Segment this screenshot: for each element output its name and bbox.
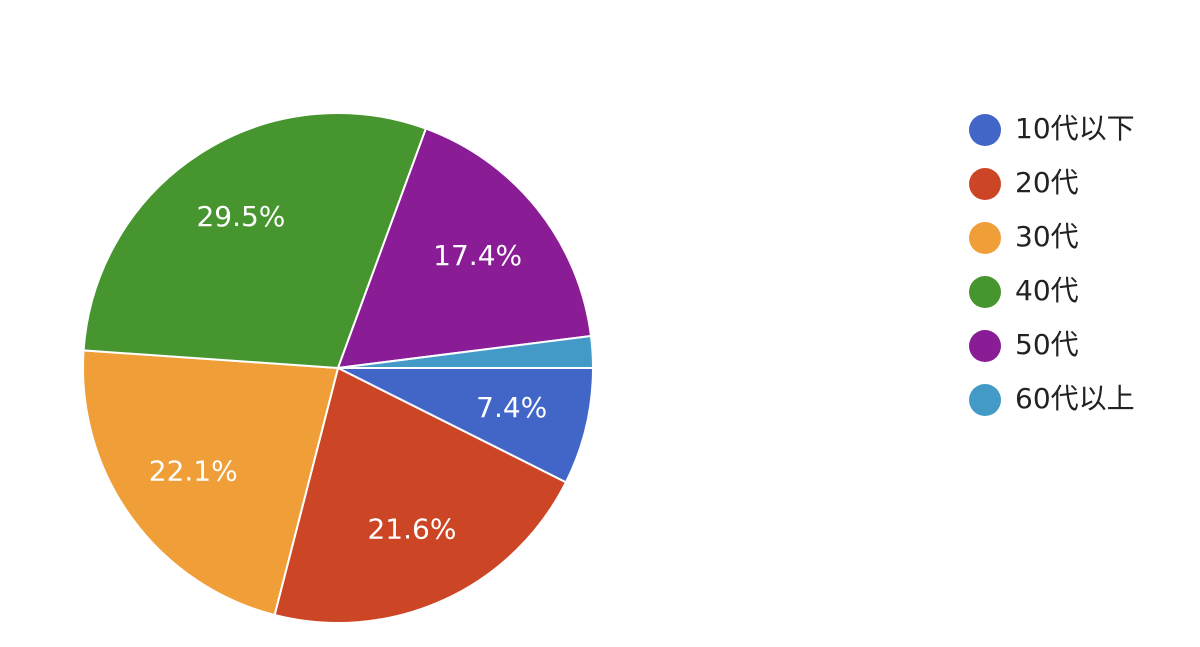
legend-label: 40代 [1015,274,1079,307]
pie-slice [82,349,340,617]
slice-label: 29.5% [196,200,285,233]
pie-slice [273,366,568,625]
legend-swatch [969,168,1001,200]
legend-swatch [969,330,1001,362]
legend-label: 30代 [1015,220,1079,253]
legend-swatch [969,114,1001,146]
slice-label: 21.6% [367,512,456,545]
legend-swatch [969,222,1001,254]
slice-label: 22.1% [149,454,238,487]
pie-slice [336,127,593,370]
legend-label: 60代以上 [1015,382,1135,415]
slice-label: 17.4% [433,239,522,272]
legend-swatch [969,276,1001,308]
pie-slice [337,334,595,369]
pie-slice [337,367,595,484]
legend-label: 10代以下 [1015,112,1135,145]
pie-slice [82,112,428,370]
slice-label: 7.4% [476,391,547,424]
legend-label: 20代 [1015,166,1079,199]
legend-swatch [969,384,1001,416]
legend-label: 50代 [1015,328,1079,361]
